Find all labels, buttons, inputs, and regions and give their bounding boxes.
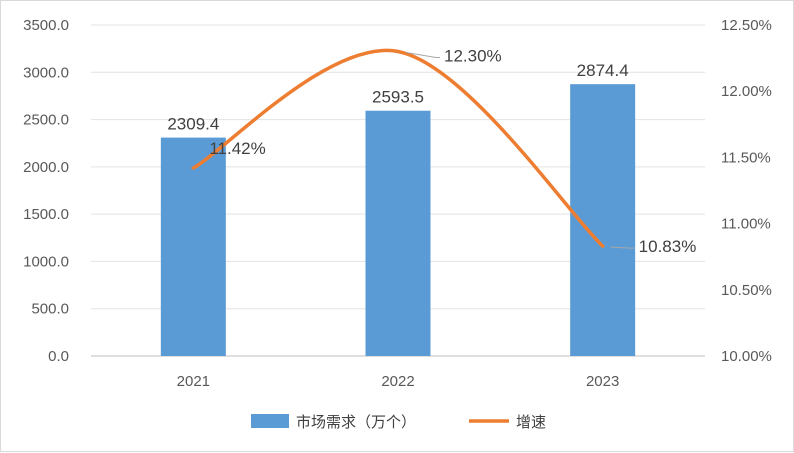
left-tick-label: 3000.0 [23, 64, 69, 81]
right-tick-label: 12.00% [721, 83, 772, 100]
left-tick-label: 3500.0 [23, 17, 69, 34]
legend-label-bar: 市场需求（万个） [296, 413, 416, 431]
bar-data-label: 2593.5 [372, 88, 424, 107]
bar-data-label: 2309.4 [167, 115, 219, 134]
left-tick-label: 2500.0 [23, 112, 69, 129]
x-tick-label: 2022 [381, 373, 414, 390]
bar [365, 110, 431, 356]
bar-series [160, 84, 636, 357]
line-data-label: 11.42% [209, 139, 265, 158]
legend-label-line: 增速 [516, 413, 546, 431]
line-data-label: 10.83% [639, 237, 697, 256]
growth-line [191, 48, 605, 248]
left-tick-label: 1000.0 [23, 253, 69, 270]
right-tick-label: 11.00% [721, 216, 771, 233]
data-labels: 2309.4 2593.5 2874.4 11.42% 12.30% 10.83% [167, 46, 696, 256]
right-axis-ticks: 10.00% 10.50% 11.00% 11.50% 12.00% 12.50% [721, 17, 772, 365]
x-tick-label: 2021 [177, 373, 210, 390]
bar [160, 137, 226, 356]
x-axis-ticks: 2021 2022 2023 [177, 373, 620, 390]
bar-data-label: 2874.4 [577, 61, 629, 80]
left-tick-label: 2000.0 [23, 159, 69, 176]
left-tick-label: 1500.0 [23, 206, 69, 223]
left-tick-label: 0.0 [48, 348, 69, 365]
x-tick-label: 2023 [586, 373, 619, 390]
leader-line [610, 246, 635, 249]
right-tick-label: 11.50% [721, 149, 771, 166]
leader-line [405, 51, 440, 58]
left-axis-ticks: 0.0 500.0 1000.0 1500.0 2000.0 2500.0 3000.0 35… [23, 17, 69, 365]
left-tick-label: 500.0 [31, 301, 69, 318]
right-tick-label: 10.00% [721, 348, 772, 365]
right-tick-label: 10.50% [721, 282, 772, 299]
legend: 市场需求（万个） 增速 [251, 413, 546, 431]
line-series [191, 48, 605, 248]
legend-swatch-bar [251, 414, 289, 428]
right-tick-label: 12.50% [721, 17, 772, 34]
line-data-label: 12.30% [444, 46, 502, 65]
